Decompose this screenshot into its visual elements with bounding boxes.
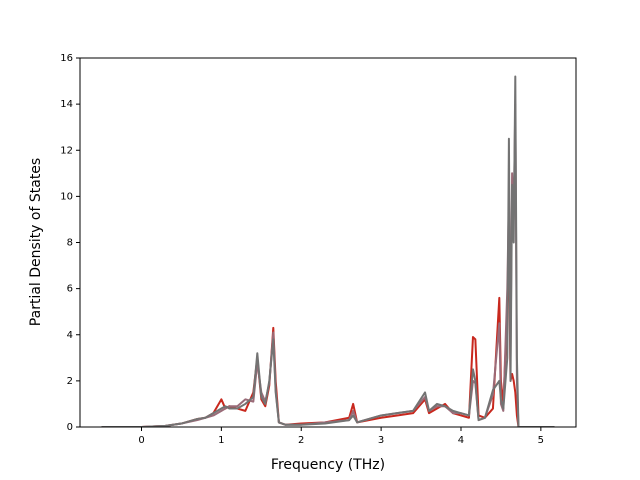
y-tick-label: 16	[60, 53, 73, 64]
x-tick-label: 4	[458, 435, 464, 446]
y-tick-label: 2	[67, 376, 73, 387]
y-axis-label: Partial Density of States	[28, 158, 44, 326]
x-tick-label: 0	[138, 435, 144, 446]
y-tick-label: 12	[60, 145, 73, 156]
y-tick-label: 4	[67, 330, 73, 341]
x-tick-label: 2	[298, 435, 304, 446]
x-tick-label: 1	[218, 435, 224, 446]
pdos-line	[101, 241, 555, 427]
y-tick-label: 0	[67, 422, 73, 433]
pdos-line	[101, 75, 555, 427]
x-tick-label: 5	[538, 435, 544, 446]
y-tick-label: 8	[67, 238, 73, 249]
y-tick-label: 14	[60, 99, 73, 110]
pdos-line	[101, 103, 555, 427]
x-axis-label: Frequency (THz)	[271, 457, 385, 473]
x-tick-label: 3	[378, 435, 384, 446]
y-tick-label: 6	[67, 284, 73, 295]
y-tick-label: 10	[60, 191, 73, 202]
